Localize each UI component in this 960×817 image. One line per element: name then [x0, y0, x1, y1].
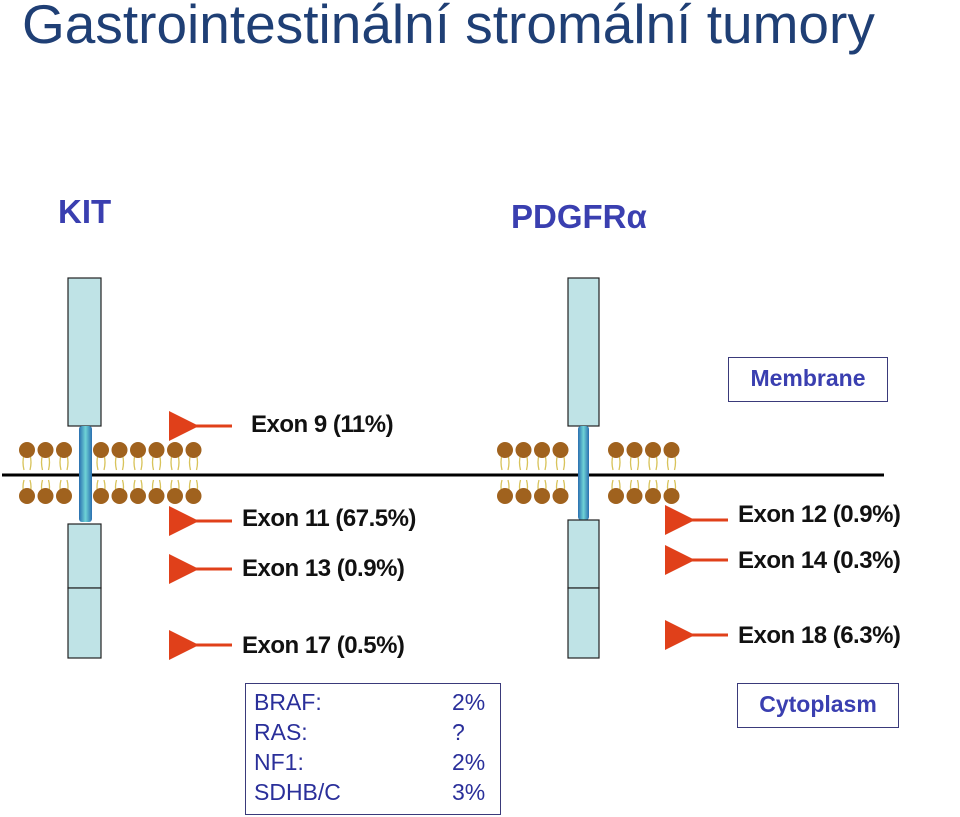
pdgfra-exon-14-label: Exon 14 (0.3%) — [738, 547, 901, 574]
mutation-row-braf: BRAF: 2% — [254, 689, 494, 717]
kit-juxtamembrane-domain — [67, 523, 102, 589]
lipid-head — [185, 488, 202, 504]
pdgfra-receptor — [567, 277, 600, 659]
lipid-head — [515, 442, 532, 458]
mutation-gene: RAS: — [254, 719, 308, 745]
lipid-head — [148, 488, 165, 504]
lipid-head — [534, 488, 550, 504]
lipid-head — [185, 442, 202, 458]
kit-receptor — [67, 277, 102, 659]
lipid-head — [645, 442, 661, 458]
lipid-head — [93, 488, 109, 504]
cytoplasm-box: Cytoplasm — [737, 683, 899, 728]
lipid-head — [130, 488, 146, 504]
lipid-head — [148, 442, 165, 458]
mutation-row-nf1: NF1: 2% — [254, 749, 494, 777]
lipid-head — [645, 488, 661, 504]
pdgfra-juxtamembrane-domain — [567, 519, 600, 589]
pdgfra-transmembrane-domain — [578, 426, 589, 520]
lipid-head — [56, 442, 72, 458]
lipid-head — [37, 442, 54, 458]
kit-label: KIT — [58, 193, 112, 230]
mutation-row-ras: RAS: ? — [254, 719, 494, 747]
lipid-head — [497, 442, 513, 458]
lipid-head — [93, 442, 109, 458]
pdgfra-kinase-domain — [567, 587, 600, 659]
membrane-bilayer-pdgfra — [497, 442, 680, 504]
lipid-head — [19, 488, 35, 504]
mutation-frequency: 3% — [452, 779, 486, 805]
lipid-head — [552, 488, 569, 504]
lipid-head — [663, 442, 680, 458]
kit-extracellular-domain — [67, 277, 102, 427]
kit-exon-13-label: Exon 13 (0.9%) — [242, 555, 405, 582]
other-mutations-table: BRAF: 2% RAS: ? NF1: 2% SDHB/C 3% — [245, 683, 501, 815]
lipid-head — [167, 488, 183, 504]
mutation-frequency: 2% — [452, 689, 486, 715]
kit-exon-17-label: Exon 17 (0.5%) — [242, 632, 405, 659]
lipid-head — [534, 442, 550, 458]
pdgfra-extracellular-domain — [567, 277, 600, 427]
mutation-gene: NF1: — [254, 749, 304, 775]
lipid-head — [608, 488, 624, 504]
page-title: Gastrointestinální stromální tumory — [22, 0, 875, 55]
mutation-frequency: ? — [452, 719, 465, 745]
lipid-head — [626, 442, 643, 458]
kit-kinase-domain — [67, 587, 102, 659]
membrane-box: Membrane — [728, 357, 888, 402]
mutation-frequency: 2% — [452, 749, 486, 775]
lipid-head — [552, 442, 569, 458]
lipid-head — [19, 442, 35, 458]
lipid-head — [167, 442, 183, 458]
kit-exon-11-label: Exon 11 (67.5%) — [242, 505, 416, 532]
pdgfra-exon-18-label: Exon 18 (6.3%) — [738, 622, 901, 649]
mutation-gene: BRAF: — [254, 689, 322, 715]
kit-transmembrane-domain — [79, 426, 92, 522]
lipid-head — [626, 488, 643, 504]
lipid-head — [111, 442, 128, 458]
lipid-head — [37, 488, 54, 504]
pdgfra-exon-12-label: Exon 12 (0.9%) — [738, 501, 901, 528]
pdgfra-label: PDGFRα — [511, 198, 647, 235]
mutation-row-sdhb: SDHB/C 3% — [254, 779, 494, 807]
lipid-head — [515, 488, 532, 504]
kit-exon-9-label: Exon 9 (11%) — [251, 411, 394, 438]
mutation-gene: SDHB/C — [254, 779, 341, 805]
lipid-head — [497, 488, 513, 504]
lipid-head — [56, 488, 72, 504]
lipid-head — [130, 442, 146, 458]
lipid-head — [663, 488, 680, 504]
lipid-head — [608, 442, 624, 458]
membrane-bilayer-kit — [19, 442, 202, 504]
lipid-head — [111, 488, 128, 504]
